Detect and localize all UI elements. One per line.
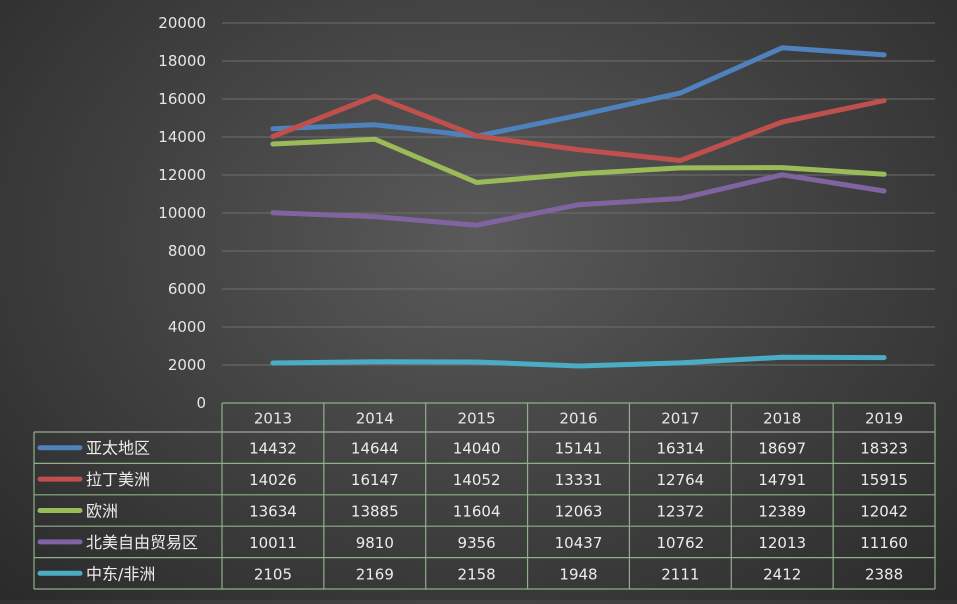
data-table: 2013 2014 2015 2016 2017 2018 2019 亚太地区 14432 146… xyxy=(33,402,936,590)
table-value: 13885 xyxy=(351,503,399,521)
y-tick-label: 20000 xyxy=(158,14,206,32)
x-tick-label: 2018 xyxy=(763,410,801,428)
table-value: 2111 xyxy=(661,565,699,583)
series-line xyxy=(270,136,887,185)
table-value: 18323 xyxy=(860,440,908,458)
x-tick-label: 2019 xyxy=(865,410,903,428)
legend-label: 亚太地区 xyxy=(86,439,150,458)
legend-label: 中东/非洲 xyxy=(86,564,155,583)
table-value: 12764 xyxy=(656,471,704,489)
table-value: 14052 xyxy=(453,471,501,489)
table-value: 16314 xyxy=(656,440,704,458)
table-value: 10011 xyxy=(249,534,297,552)
legend-label: 欧洲 xyxy=(86,502,118,521)
table-value: 13331 xyxy=(555,471,603,489)
legend-label: 拉丁美洲 xyxy=(86,470,150,489)
series-line xyxy=(270,93,887,163)
y-tick-label: 12000 xyxy=(158,166,206,184)
y-axis-ticks: 0 2000 4000 6000 8000 10000 12000 14000 16000 180… xyxy=(158,14,206,412)
series-lines xyxy=(270,45,887,369)
table-value: 16147 xyxy=(351,471,399,489)
x-tick-label: 2017 xyxy=(661,410,699,428)
table-value: 10437 xyxy=(555,534,603,552)
table-value: 12372 xyxy=(656,503,704,521)
y-tick-label: 4000 xyxy=(168,318,206,336)
y-tick-label: 14000 xyxy=(158,128,206,146)
table-value: 12063 xyxy=(555,503,603,521)
x-tick-label: 2013 xyxy=(254,410,292,428)
table-value: 14026 xyxy=(249,471,297,489)
table-value: 2412 xyxy=(763,565,801,583)
table-value: 12042 xyxy=(860,503,908,521)
table-value: 12389 xyxy=(758,503,806,521)
x-tick-label: 2015 xyxy=(458,410,496,428)
series-line xyxy=(270,172,887,228)
table-value: 14432 xyxy=(249,440,297,458)
y-tick-label: 8000 xyxy=(168,242,206,260)
gridlines xyxy=(222,22,935,366)
table-value: 11160 xyxy=(860,534,908,552)
y-tick-label: 10000 xyxy=(158,204,206,222)
table-value: 15141 xyxy=(555,440,603,458)
table-value: 14644 xyxy=(351,440,399,458)
x-tick-label: 2016 xyxy=(559,410,597,428)
series-line xyxy=(270,354,887,369)
table-value: 10762 xyxy=(656,534,704,552)
y-tick-label: 6000 xyxy=(168,280,206,298)
table-value: 18697 xyxy=(758,440,806,458)
table-value: 9356 xyxy=(458,534,496,552)
table-value: 14040 xyxy=(453,440,501,458)
y-tick-label: 0 xyxy=(196,394,206,412)
table-value: 15915 xyxy=(860,471,908,489)
table-value: 11604 xyxy=(453,503,501,521)
table-value: 2169 xyxy=(356,565,394,583)
table-value: 14791 xyxy=(758,471,806,489)
x-tick-label: 2014 xyxy=(356,410,394,428)
series-line xyxy=(270,45,887,139)
table-value: 2158 xyxy=(458,565,496,583)
table-value: 1948 xyxy=(559,565,597,583)
legend-label: 北美自由贸易区 xyxy=(86,533,198,552)
table-value: 2105 xyxy=(254,565,292,583)
y-tick-label: 18000 xyxy=(158,52,206,70)
table-value: 9810 xyxy=(356,534,394,552)
y-tick-label: 16000 xyxy=(158,90,206,108)
table-value: 12013 xyxy=(758,534,806,552)
table-value: 13634 xyxy=(249,503,297,521)
y-tick-label: 2000 xyxy=(168,356,206,374)
table-value: 2388 xyxy=(865,565,903,583)
